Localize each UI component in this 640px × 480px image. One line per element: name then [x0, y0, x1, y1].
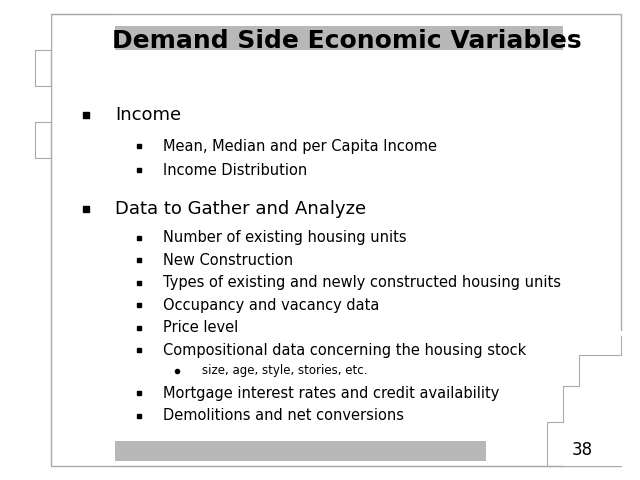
Text: size, age, style, stories, etc.: size, age, style, stories, etc.	[202, 364, 367, 377]
Bar	[0, 50, 35, 86]
Text: 38: 38	[572, 441, 593, 459]
Text: Income Distribution: Income Distribution	[163, 163, 307, 178]
Text: Demand Side Economic Variables: Demand Side Economic Variables	[112, 29, 582, 53]
Text: Data to Gather and Analyze: Data to Gather and Analyze	[115, 200, 366, 218]
Bar	[115, 26, 563, 50]
Text: Demolitions and net conversions: Demolitions and net conversions	[163, 408, 404, 423]
Text: Mortgage interest rates and credit availability: Mortgage interest rates and credit avail…	[163, 385, 500, 401]
Text: Mean, Median and per Capita Income: Mean, Median and per Capita Income	[163, 139, 437, 154]
Text: Compositional data concerning the housing stock: Compositional data concerning the housin…	[163, 343, 527, 358]
Text: Price level: Price level	[163, 320, 239, 336]
Bar	[579, 331, 640, 355]
Bar	[547, 386, 640, 422]
Bar	[115, 441, 486, 461]
Text: Types of existing and newly constructed housing units: Types of existing and newly constructed …	[163, 275, 561, 290]
Bar	[0, 14, 51, 50]
Bar	[563, 422, 640, 466]
Bar	[0, 122, 35, 158]
Bar	[563, 355, 640, 386]
Bar	[0, 86, 51, 122]
Text: Number of existing housing units: Number of existing housing units	[163, 230, 407, 245]
Text: Income: Income	[115, 106, 181, 124]
Text: New Construction: New Construction	[163, 252, 293, 268]
Text: Occupancy and vacancy data: Occupancy and vacancy data	[163, 298, 380, 313]
Bar	[51, 14, 621, 466]
